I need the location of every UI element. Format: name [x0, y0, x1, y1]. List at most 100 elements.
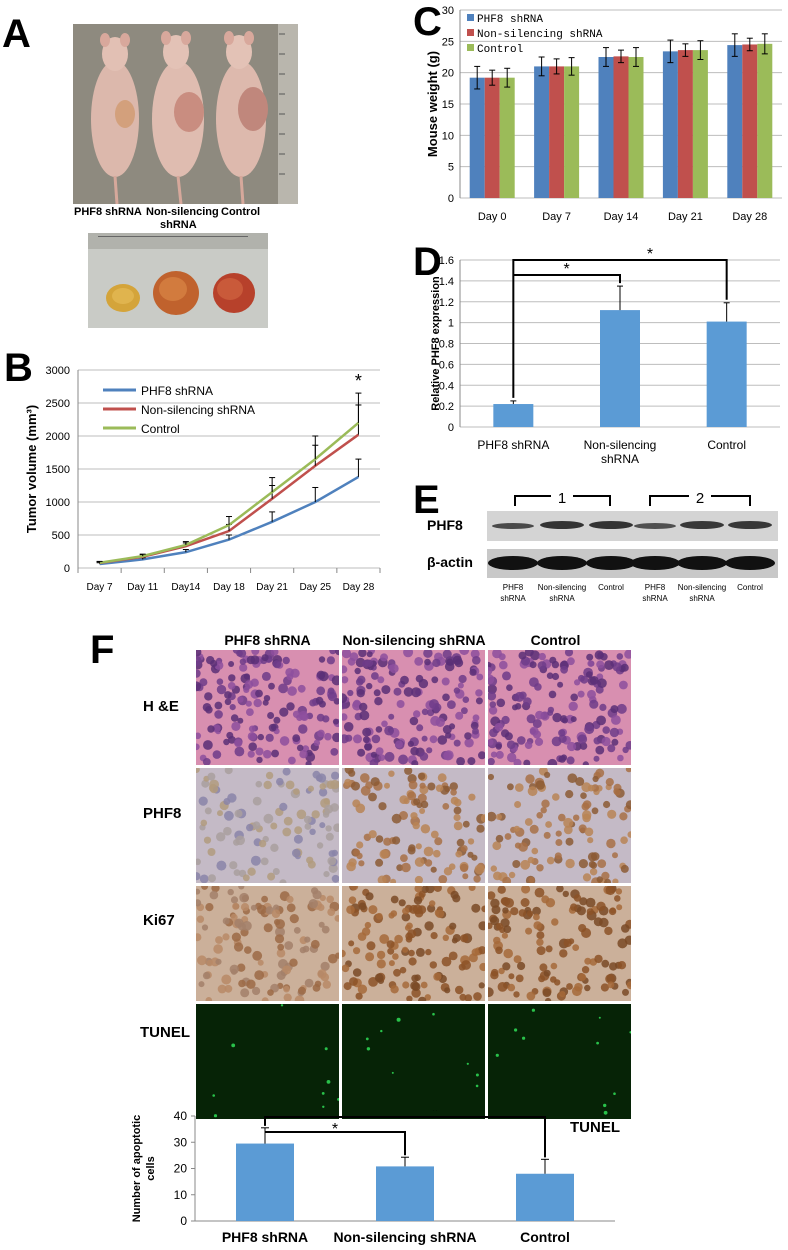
cell-nucleus	[410, 981, 420, 991]
cell-nucleus	[472, 727, 479, 735]
cell-nucleus	[460, 934, 469, 943]
cell-nucleus	[284, 941, 294, 950]
cell-nucleus	[212, 750, 222, 759]
cell-nucleus	[607, 809, 617, 819]
cell-nucleus	[430, 830, 439, 839]
cell-nucleus	[517, 736, 526, 745]
cell-nucleus	[471, 854, 478, 861]
y-tick-label: 0	[64, 563, 70, 575]
cell-nucleus	[282, 965, 292, 975]
cell-nucleus	[453, 739, 461, 747]
histology-row-label: Ki67	[143, 912, 175, 929]
cell-nucleus	[376, 950, 386, 960]
cell-nucleus	[402, 981, 410, 989]
cell-nucleus	[207, 772, 216, 781]
legend-label: PHF8 shRNA	[477, 14, 543, 26]
cell-nucleus	[475, 1073, 479, 1077]
cell-nucleus	[567, 773, 578, 783]
cell-nucleus	[352, 699, 361, 708]
cell-nucleus	[488, 922, 493, 929]
cell-nucleus	[305, 760, 312, 765]
group-1-bracket	[514, 486, 611, 506]
cell-nucleus	[279, 879, 287, 883]
cell-nucleus	[607, 744, 616, 753]
cell-nucleus	[524, 741, 533, 749]
cell-nucleus	[237, 650, 247, 658]
cell-nucleus	[596, 901, 606, 911]
cell-nucleus	[545, 997, 552, 1001]
cell-nucleus	[224, 810, 234, 821]
cell-nucleus	[227, 793, 237, 803]
cell-nucleus	[424, 859, 433, 867]
cell-nucleus	[332, 732, 339, 743]
cell-nucleus	[587, 852, 598, 862]
cell-nucleus	[502, 907, 509, 914]
cell-nucleus	[408, 780, 418, 790]
cell-nucleus	[450, 796, 459, 805]
cell-nucleus	[419, 808, 426, 814]
cell-nucleus	[368, 792, 377, 802]
cell-nucleus	[349, 886, 359, 891]
cell-nucleus	[376, 959, 386, 969]
cell-nucleus	[327, 687, 335, 695]
panel-d-letter: D	[413, 240, 442, 284]
cell-nucleus	[358, 902, 367, 911]
cell-nucleus	[488, 691, 497, 701]
cell-nucleus	[565, 790, 574, 799]
cell-nucleus	[378, 754, 386, 761]
cell-nucleus	[326, 895, 334, 904]
cell-nucleus	[356, 841, 364, 849]
cell-nucleus	[379, 849, 389, 859]
cell-nucleus	[209, 784, 219, 794]
cell-nucleus	[374, 697, 383, 706]
cell-nucleus	[527, 786, 538, 797]
cell-nucleus	[200, 819, 208, 827]
cell-nucleus	[256, 756, 263, 764]
cell-nucleus	[478, 982, 485, 989]
cell-nucleus	[506, 684, 513, 691]
cell-nucleus	[616, 904, 623, 911]
cell-nucleus	[231, 932, 241, 942]
cell-nucleus	[325, 825, 332, 832]
cell-nucleus	[565, 858, 575, 869]
cell-nucleus	[230, 896, 239, 904]
cell-nucleus	[307, 860, 316, 869]
cell-nucleus	[400, 854, 408, 862]
cell-nucleus	[614, 789, 621, 796]
cell-nucleus	[584, 827, 594, 837]
cell-nucleus	[563, 817, 574, 828]
cell-nucleus	[246, 823, 254, 832]
cell-nucleus	[424, 921, 434, 931]
cell-nucleus	[322, 1105, 325, 1108]
cell-nucleus	[478, 751, 485, 760]
cell-nucleus	[451, 937, 458, 944]
y-tick-label: 40	[174, 1110, 188, 1123]
cell-nucleus	[270, 650, 279, 656]
group-2-bracket	[649, 486, 751, 506]
cell-nucleus	[315, 696, 324, 705]
cell-nucleus	[398, 899, 406, 907]
bar	[613, 56, 629, 198]
cell-nucleus	[503, 948, 513, 959]
cell-nucleus	[238, 979, 246, 988]
cell-nucleus	[222, 933, 230, 941]
cell-nucleus	[247, 732, 257, 741]
lane-label: Non-silencing	[538, 583, 586, 592]
cell-nucleus	[418, 890, 426, 898]
legend-label: Non-silencing shRNA	[477, 29, 603, 41]
mice-photo	[73, 24, 298, 204]
cell-nucleus	[415, 674, 424, 683]
histology-image	[488, 1004, 631, 1119]
cell-nucleus	[462, 696, 470, 703]
cell-nucleus	[371, 672, 379, 680]
cell-nucleus	[286, 895, 294, 903]
y-tick-label: 1000	[46, 497, 70, 509]
cell-nucleus	[334, 915, 339, 922]
cell-nucleus	[518, 651, 527, 660]
cell-nucleus	[450, 789, 457, 796]
cell-nucleus	[224, 984, 233, 993]
cell-nucleus	[375, 835, 384, 843]
cell-nucleus	[228, 661, 235, 667]
cell-nucleus	[535, 780, 545, 790]
cell-nucleus	[373, 689, 381, 697]
